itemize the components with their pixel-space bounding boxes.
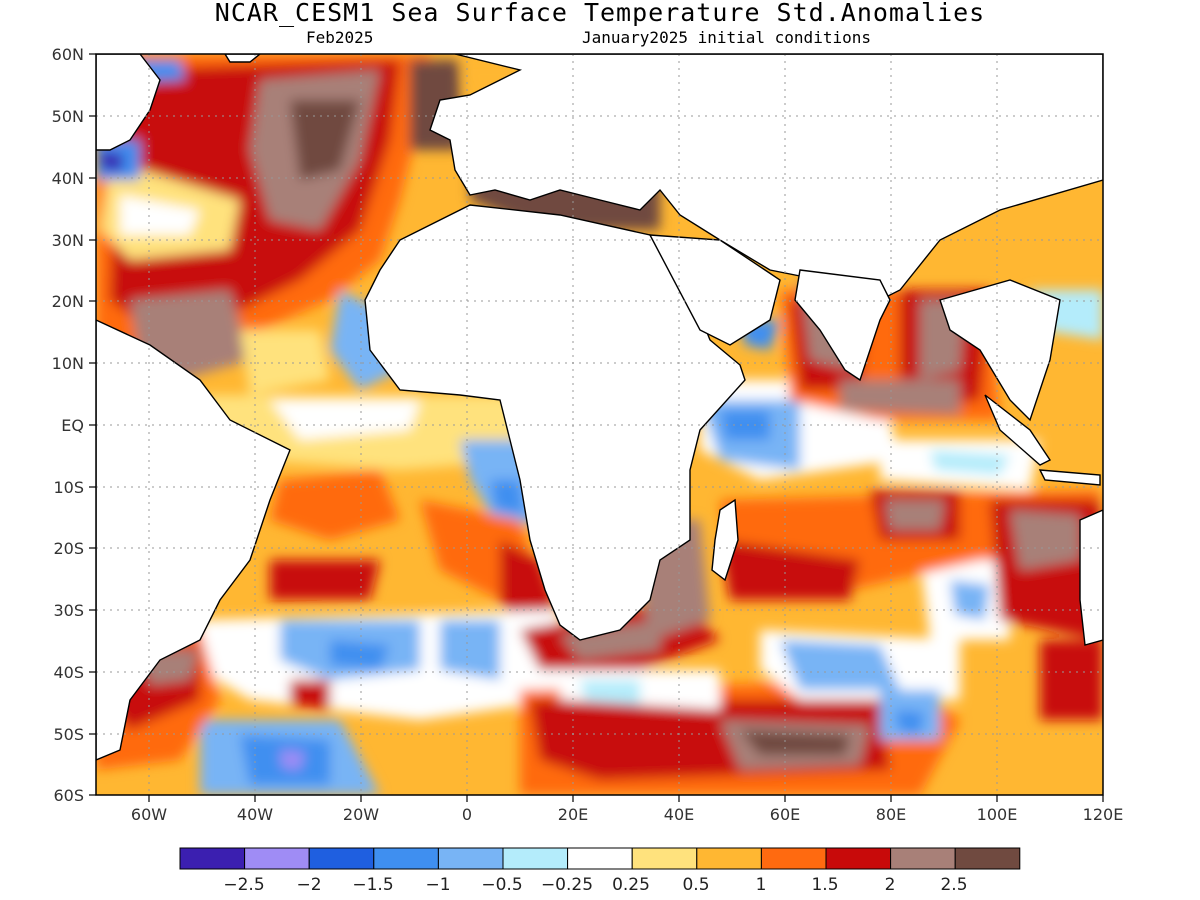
colorbar-swatch	[179, 847, 246, 870]
colorbar-label: 0.5	[682, 875, 709, 895]
lat-label: 60S	[53, 786, 84, 805]
lat-label: 10N	[52, 354, 84, 373]
colorbar-swatch	[825, 847, 892, 870]
colorbar-label: −0.25	[541, 875, 593, 895]
lon-label: 20W	[343, 805, 379, 824]
chart-title: NCAR_CESM1 Sea Surface Temperature Std.A…	[214, 0, 986, 27]
colorbar-label: −0.5	[481, 875, 522, 895]
lon-label: 80E	[876, 805, 906, 824]
lat-label: 40S	[53, 663, 84, 682]
initial-conditions: January2025 initial conditions	[582, 28, 871, 47]
lat-label: 60N	[52, 45, 84, 64]
lon-label: 40E	[664, 805, 694, 824]
lat-label: 10S	[53, 478, 84, 497]
lat-label: 30S	[53, 601, 84, 620]
colorbar-swatch	[437, 847, 504, 870]
lat-label: 20S	[53, 539, 84, 558]
lat-label: 40N	[52, 169, 84, 188]
colorbar-swatch	[890, 847, 956, 870]
lat-label: 20N	[52, 292, 84, 311]
lat-label: 50S	[53, 725, 84, 744]
latitude-labels: 60N 50N 40N 30N 20N 10N EQ 10S 20S 30S 4…	[52, 45, 84, 805]
colorbar	[179, 847, 1021, 870]
axis-tick-marks	[89, 53, 1104, 802]
grid-lines	[96, 54, 1103, 795]
colorbar-swatch	[696, 847, 762, 870]
colorbar-label: −1.5	[352, 875, 393, 895]
colorbar-swatch	[308, 847, 375, 870]
colorbar-label: 2.5	[940, 875, 967, 895]
colorbar-labels: −2.5 −2 −1.5 −1 −0.5 −0.25 0.25 0.5 1 1.…	[223, 875, 967, 895]
colorbar-label: −2.5	[223, 875, 264, 895]
lon-label: 60E	[770, 805, 800, 824]
colorbar-label: 1.5	[811, 875, 838, 895]
lon-label: 0	[462, 805, 472, 824]
lon-label: 20E	[558, 805, 588, 824]
colorbar-swatch	[631, 847, 698, 870]
lat-label: 30N	[52, 231, 84, 250]
lat-label: 50N	[52, 107, 84, 126]
colorbar-label: 0.25	[612, 875, 650, 895]
colorbar-swatch	[373, 847, 439, 870]
lon-label: 100E	[977, 805, 1018, 824]
colorbar-swatch	[502, 847, 569, 870]
colorbar-swatch	[244, 847, 310, 870]
colorbar-label: −2	[296, 875, 321, 895]
colorbar-swatch	[567, 847, 633, 870]
colorbar-label: 1	[756, 875, 767, 895]
colorbar-swatch	[760, 847, 827, 870]
lat-label: EQ	[61, 416, 84, 435]
colorbar-label: 2	[885, 875, 896, 895]
lon-label: 120E	[1083, 805, 1124, 824]
colorbar-swatch	[954, 847, 1021, 870]
forecast-month: Feb2025	[306, 28, 374, 47]
land-masses	[96, 54, 1103, 761]
longitude-labels: 60W 40W 20W 0 20E 40E 60E 80E 100E 120E	[131, 805, 1123, 824]
colorbar-label: −1	[425, 875, 450, 895]
lon-label: 40W	[237, 805, 273, 824]
lon-label: 60W	[131, 805, 167, 824]
